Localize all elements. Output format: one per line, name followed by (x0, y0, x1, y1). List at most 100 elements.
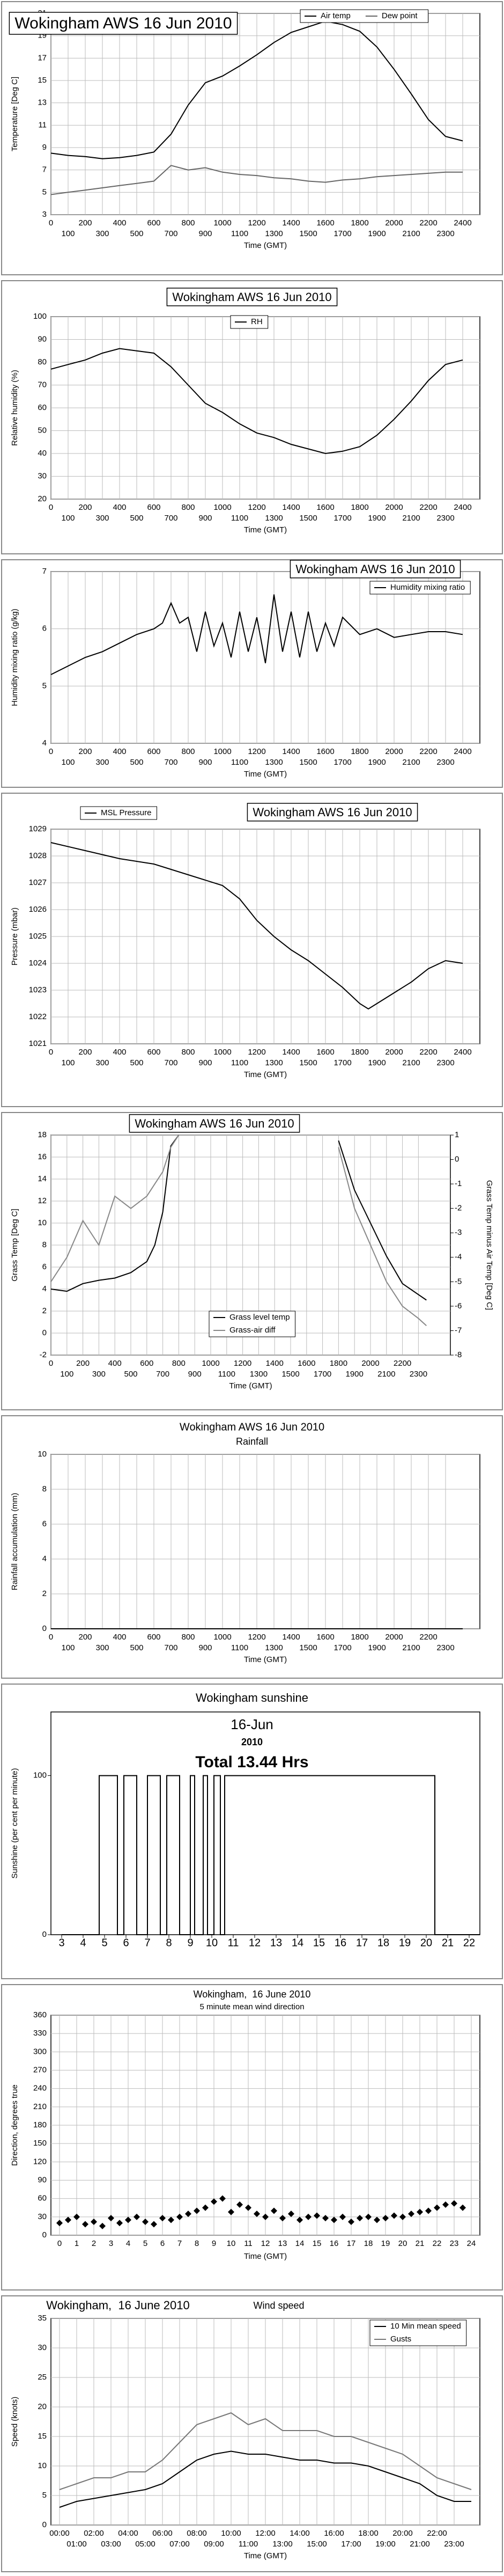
x-tick-label: 14:00 (290, 2529, 310, 2538)
x-tick-label: 06:00 (152, 2529, 173, 2538)
x-tick-label: 11 (244, 2239, 253, 2248)
y-tick-label: 5 (42, 187, 47, 196)
x-tick-label: 2100 (402, 1058, 420, 1067)
x-tick-label: 02:00 (84, 2529, 104, 2538)
legend: Grass level temp Grass-air diff (209, 1311, 296, 1337)
x-tick-label: 1200 (248, 503, 265, 512)
x-tick-label: 0 (49, 1633, 53, 1642)
x-tick-label: 23:00 (444, 2540, 464, 2549)
x-tick-label: 100 (61, 1643, 75, 1652)
x-tick-label: 00:00 (49, 2529, 70, 2538)
data-point (219, 2195, 226, 2202)
data-point (348, 2218, 354, 2225)
x-tick-label: 13:00 (272, 2540, 293, 2549)
x-tick-label: 2 (92, 2239, 96, 2248)
x-axis-title: Time (GMT) (244, 770, 287, 779)
data-point (168, 2216, 174, 2223)
y-tick-label: 1026 (29, 905, 47, 914)
x-tick-label: 24 (467, 2239, 476, 2248)
x-tick-label: 1600 (316, 218, 334, 228)
y-axis-title: Speed (knots) (10, 2397, 19, 2447)
x-tick-label: 600 (147, 503, 160, 512)
x-tick-label: 1700 (333, 514, 351, 523)
data-point (288, 2211, 294, 2218)
x-tick-label: 11:00 (239, 2540, 258, 2549)
x-tick-label: 20 (420, 1937, 432, 1949)
legend: RH (230, 315, 269, 329)
y-tick-label: 1028 (29, 851, 47, 860)
x-tick-label: 1700 (333, 1058, 351, 1067)
plot-area (50, 571, 480, 744)
x-tick-label: 1400 (282, 747, 300, 756)
x-tick-label: 8 (195, 2239, 199, 2248)
legend-label: 10 Min mean speed (390, 2322, 461, 2331)
data-line (50, 842, 463, 1010)
data-point (185, 2211, 191, 2218)
y2-tick-label: -8 (455, 1350, 462, 1359)
x-tick-label: 1600 (316, 747, 334, 756)
x-tick-label: 20 (398, 2239, 407, 2248)
x-tick-label: 8 (166, 1937, 172, 1949)
x-tick-label: 2400 (454, 503, 471, 512)
x-tick-label: 2100 (402, 514, 420, 523)
data-line (62, 1775, 480, 1935)
y-tick-label: 1029 (29, 824, 47, 833)
x-tick-label: 2200 (419, 503, 437, 512)
x-tick-label: 1300 (265, 758, 283, 767)
chart-title: Wokingham AWS 16 Jun 2010 (135, 1117, 294, 1130)
x-tick-label: 0 (49, 503, 53, 512)
data-point (176, 2213, 183, 2220)
legend-label: RH (251, 317, 263, 326)
x-tick-label: 2000 (385, 1048, 403, 1057)
x-tick-label: 400 (108, 1359, 122, 1368)
x-tick-label: 1300 (265, 1058, 283, 1067)
data-point (245, 2204, 251, 2211)
legend-label: Grass-air diff (229, 1326, 276, 1335)
x-tick-label: 800 (181, 747, 195, 756)
x-tick-label: 900 (198, 514, 212, 523)
data-point (442, 2201, 449, 2208)
y2-tick-label: 0 (455, 1155, 459, 1164)
x-tick-label: 500 (130, 229, 143, 238)
data-point (357, 2215, 363, 2222)
chart-title: Wokingham AWS 16 Jun 2010 (253, 806, 412, 819)
x-tick-label: 1900 (368, 514, 386, 523)
y-tick-label: 4 (42, 1284, 47, 1293)
y-tick-label: 0 (42, 2230, 47, 2240)
data-line (50, 594, 463, 675)
x-tick-label: 300 (95, 1643, 109, 1652)
x-tick-label: 200 (78, 1048, 92, 1057)
x-tick-label: 04:00 (118, 2529, 138, 2538)
x-axis-title: Time (GMT) (244, 1655, 287, 1664)
data-point (116, 2220, 123, 2227)
x-tick-label: 3 (58, 1937, 64, 1949)
x-tick-label: 100 (61, 514, 75, 523)
x-tick-label: 400 (113, 1048, 126, 1057)
y-tick-label: 10 (38, 1218, 47, 1227)
chart-panel: 0246810010020030040050060070080090010001… (1, 1415, 503, 1679)
x-tick-label: 6 (123, 1937, 129, 1949)
y2-tick-label: -2 (455, 1204, 462, 1213)
y-tick-label: 8 (42, 1240, 47, 1249)
data-line (50, 1135, 427, 1301)
chart-subtitle: 16-Jun (231, 1716, 273, 1732)
x-tick-label: 2000 (385, 503, 403, 512)
data-point (56, 2220, 63, 2227)
data-point (228, 2208, 234, 2215)
data-point (271, 2207, 277, 2214)
y-axis-title: Grass Temp [Deg C] (10, 1209, 19, 1282)
x-tick-label: 03:00 (101, 2540, 121, 2549)
x-tick-label: 1900 (368, 229, 386, 238)
x-tick-label: 16:00 (324, 2529, 344, 2538)
x-tick-label: 13 (270, 1937, 282, 1949)
y-axis-title: Temperature [Deg C] (10, 77, 19, 151)
y-tick-label: 25 (38, 2373, 47, 2382)
legend-box (369, 581, 471, 595)
x-tick-label: 1500 (299, 514, 317, 523)
y-tick-label: 3 (42, 210, 47, 219)
y-tick-label: 300 (33, 2047, 47, 2056)
y-tick-label: 0 (42, 1930, 47, 1939)
chart-subtitle: Rainfall (236, 1436, 268, 1447)
